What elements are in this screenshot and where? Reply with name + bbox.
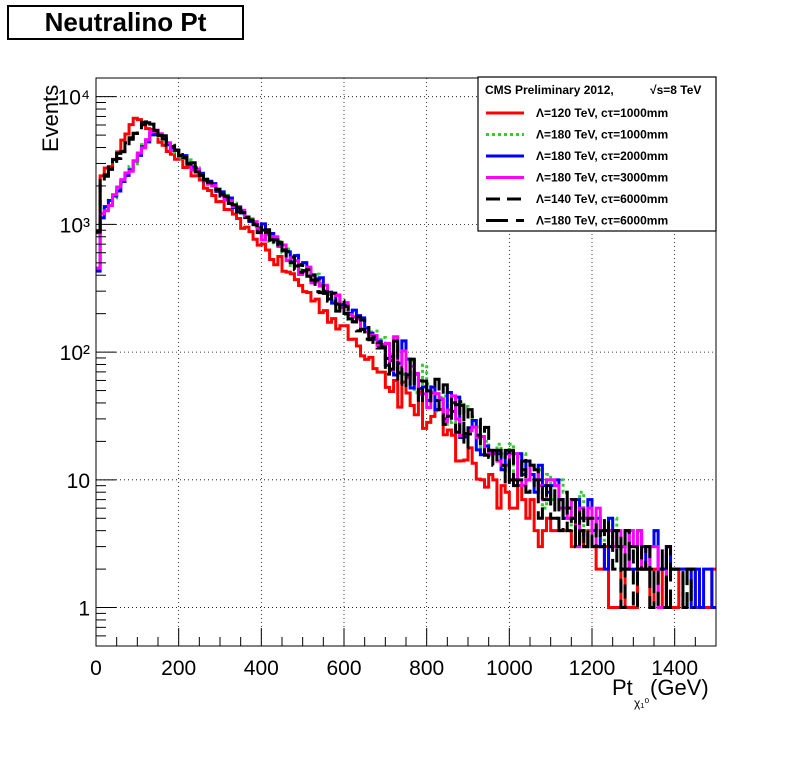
x-tick-label: 1000 xyxy=(486,657,533,680)
x-tick-label: 800 xyxy=(409,657,444,680)
x-tick-label: 1400 xyxy=(651,657,698,680)
y-tick-label: 10² xyxy=(60,342,90,365)
x-axis-label-unit: (GeV) xyxy=(650,675,709,700)
x-tick-label: 200 xyxy=(161,657,196,680)
chart-title: Neutralino Pt xyxy=(7,5,244,40)
y-tick-label: 10³ xyxy=(60,214,90,237)
legend-label: Λ=180 TeV, cτ=1000mm xyxy=(536,128,668,142)
legend-label: Λ=180 TeV, cτ=2000mm xyxy=(536,149,668,163)
legend-label: Λ=140 TeV, cτ=6000mm xyxy=(536,192,668,206)
series-line xyxy=(96,120,696,610)
legend-label: Λ=180 TeV, cτ=3000mm xyxy=(536,171,668,185)
legend: CMS Preliminary 2012, √s=8 TeV Λ=120 TeV… xyxy=(477,76,717,232)
x-axis-label-main: Pt xyxy=(612,675,633,700)
x-axis-label: Pt χ₁⁰ (GeV) xyxy=(612,675,709,710)
legend-entries: Λ=120 TeV, cτ=1000mm Λ=180 TeV, cτ=1000mm… xyxy=(486,106,668,228)
axis-tick-labels: 0 200 400 600 800 1000 1200 1400 1 10 10² 10³ 10⁴ xyxy=(58,87,698,680)
x-tick-label: 1200 xyxy=(569,657,616,680)
y-tick-label: 1 xyxy=(78,598,90,621)
x-tick-label: 0 xyxy=(90,657,102,680)
legend-header-left: CMS Preliminary 2012, xyxy=(485,83,614,97)
legend-box xyxy=(477,76,717,232)
series-layer xyxy=(96,116,716,610)
legend-header-right: √s=8 TeV xyxy=(650,83,701,97)
legend-label: Λ=120 TeV, cτ=1000mm xyxy=(536,106,668,120)
series-line xyxy=(96,120,696,610)
x-axis-label-sub: χ₁⁰ xyxy=(634,696,649,710)
x-tick-label: 400 xyxy=(244,657,279,680)
axis-ticks xyxy=(95,96,717,647)
y-axis-label: Events xyxy=(38,85,63,152)
y-tick-label: 10 xyxy=(67,470,90,493)
x-tick-label: 600 xyxy=(326,657,361,680)
y-tick-label: 10⁴ xyxy=(58,87,90,110)
legend-label: Λ=180 TeV, cτ=6000mm xyxy=(536,214,668,228)
